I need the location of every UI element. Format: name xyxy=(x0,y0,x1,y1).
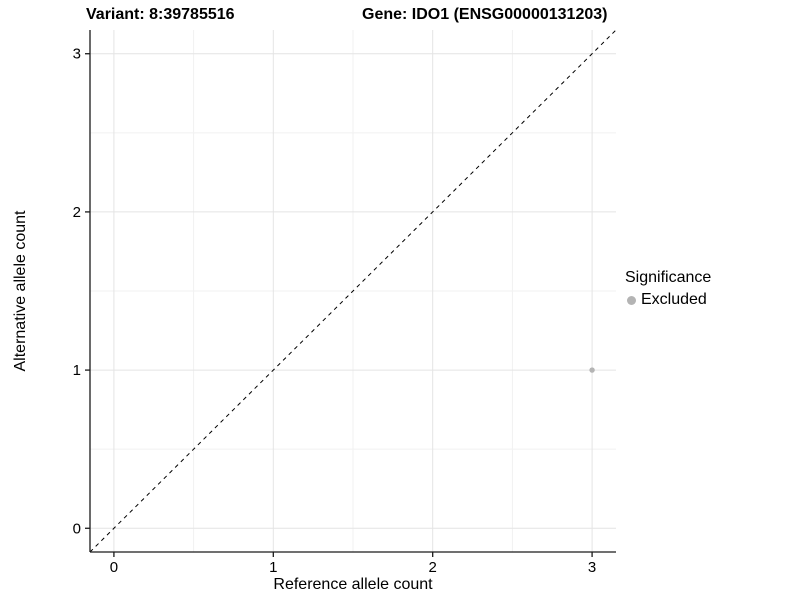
x-axis-tick-label: 2 xyxy=(429,559,437,576)
legend: Significance Excluded xyxy=(625,269,711,309)
x-axis-tick-label: 0 xyxy=(110,559,118,576)
x-axis-tick-label: 3 xyxy=(588,559,596,576)
x-axis-title: Reference allele count xyxy=(273,576,433,593)
y-axis-title: Alternative allele count xyxy=(12,210,29,372)
legend-item-excluded: Excluded xyxy=(627,291,711,309)
x-axis-tick-label: 1 xyxy=(269,559,277,576)
identity-reference-line xyxy=(89,29,617,553)
gene-title: Gene: IDO1 (ENSG00000131203) xyxy=(362,6,608,23)
y-axis-tick-label: 1 xyxy=(73,362,81,379)
variant-title: Variant: 8:39785516 xyxy=(86,6,235,23)
y-axis-tick-label: 0 xyxy=(73,520,81,537)
legend-point-icon xyxy=(627,295,636,305)
y-axis-tick-label: 3 xyxy=(73,46,81,63)
data-point xyxy=(589,367,595,373)
legend-item-label: Excluded xyxy=(641,291,707,308)
legend-title: Significance xyxy=(625,269,712,286)
y-axis-tick-label: 2 xyxy=(73,204,81,221)
